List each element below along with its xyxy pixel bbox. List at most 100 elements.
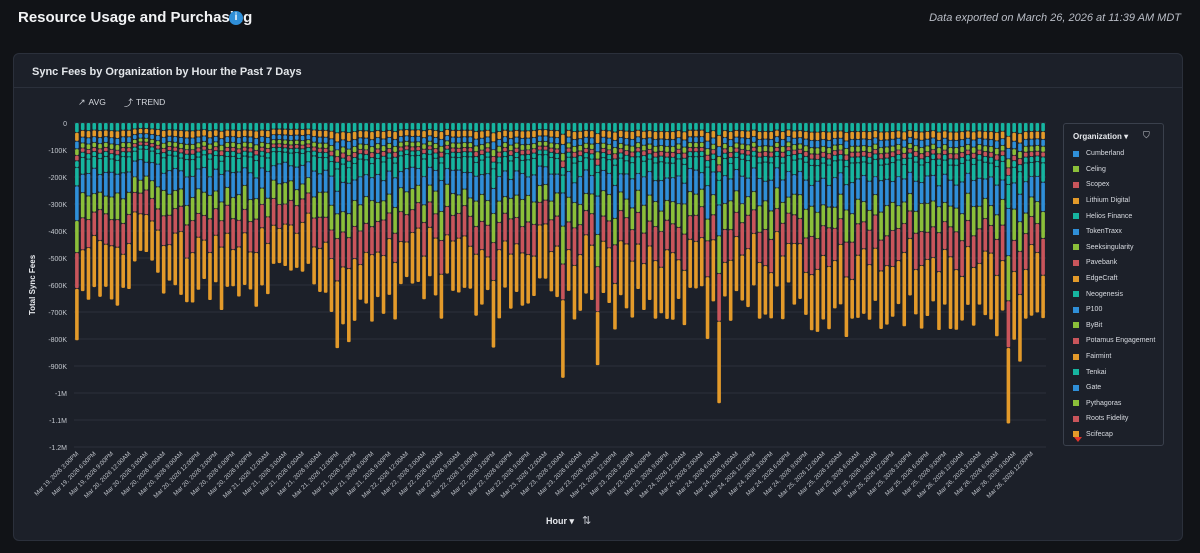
bar-segment xyxy=(856,199,860,224)
bar-segment xyxy=(809,274,814,331)
bar-segment xyxy=(364,138,368,145)
bar-segment xyxy=(850,157,854,163)
bar-segment xyxy=(613,165,617,186)
bar-segment xyxy=(636,152,640,157)
bar-segment xyxy=(248,157,253,173)
bar-segment xyxy=(260,156,264,168)
bar-segment xyxy=(115,247,120,306)
x-axis-field-dropdown[interactable]: Hour ▾ xyxy=(546,516,574,527)
bar-segment xyxy=(300,153,305,165)
legend-item[interactable]: TokenTraxx xyxy=(1073,224,1163,240)
bar-segment xyxy=(971,164,976,181)
bar-segment xyxy=(537,202,542,225)
bar-segment xyxy=(300,140,305,145)
bar-segment xyxy=(161,173,166,191)
bar-segment xyxy=(225,156,230,171)
bar-segment xyxy=(231,197,235,219)
filter-icon[interactable]: ⛉ xyxy=(1143,130,1150,140)
bar-segment xyxy=(977,160,982,178)
legend-item[interactable]: Pythagoras xyxy=(1073,396,1163,412)
legend-item[interactable]: Gate xyxy=(1073,380,1163,396)
bar-segment xyxy=(966,220,970,247)
bar-segment xyxy=(132,147,137,151)
legend-item[interactable]: Cumberland xyxy=(1073,146,1163,162)
legend-item[interactable]: P100 xyxy=(1073,302,1163,318)
bar-segment xyxy=(254,178,259,199)
bar-segment xyxy=(694,241,698,289)
bar-segment xyxy=(856,123,860,132)
legend-item[interactable]: Pavebank xyxy=(1073,255,1163,271)
bar-segment xyxy=(237,137,241,144)
legend-item[interactable]: ByBit xyxy=(1073,318,1163,334)
bar-segment xyxy=(555,149,559,153)
bar-segment xyxy=(971,267,976,326)
bar-segment xyxy=(861,201,866,222)
bar-segment xyxy=(780,223,785,256)
avg-button[interactable]: ↗ AVG xyxy=(78,94,106,110)
bar-segment xyxy=(1035,156,1040,162)
sort-icon[interactable]: ⇅ xyxy=(582,515,592,527)
bar-segment xyxy=(1006,159,1011,168)
info-icon[interactable]: i xyxy=(229,11,243,25)
bar-segment xyxy=(451,215,455,241)
bar-segment xyxy=(497,201,502,223)
bar-segment xyxy=(590,154,594,159)
legend-item[interactable]: Lithium Digital xyxy=(1073,193,1163,209)
bar-segment xyxy=(266,171,270,198)
legend-item[interactable]: Scifecap xyxy=(1073,427,1163,443)
bar-segment xyxy=(971,206,976,236)
legend-item[interactable]: Celing xyxy=(1073,162,1163,178)
bar-segment xyxy=(711,131,716,138)
bar-segment xyxy=(503,147,507,152)
bar-segment xyxy=(190,154,195,160)
bar-segment xyxy=(723,262,727,297)
legend-item[interactable]: Potamus Engagement xyxy=(1073,333,1163,349)
legend-item[interactable]: Roots Fidelity xyxy=(1073,411,1163,427)
bar-segment xyxy=(833,123,837,131)
legend-item[interactable]: Fairmint xyxy=(1073,349,1163,365)
legend-scroll-down-icon[interactable] xyxy=(1074,437,1082,442)
bar-segment xyxy=(711,172,716,195)
legend-item[interactable]: Scopex xyxy=(1073,177,1163,193)
legend-item[interactable]: Tenkai xyxy=(1073,364,1163,380)
bar-segment xyxy=(572,139,577,147)
bar-segment xyxy=(474,139,478,146)
bar-segment xyxy=(699,136,704,143)
trend-button[interactable]: ⤴ TREND xyxy=(124,94,165,110)
legend-item[interactable]: Neogenesis xyxy=(1073,286,1163,302)
bar-segment xyxy=(173,168,178,191)
legend-item[interactable]: EdgeCraft xyxy=(1073,271,1163,287)
bar-segment xyxy=(694,215,698,242)
bar-segment xyxy=(607,150,611,155)
bar-segment xyxy=(711,159,716,172)
bar-segment xyxy=(266,123,270,131)
bar-segment xyxy=(104,151,108,157)
bar-segment xyxy=(98,143,102,149)
bar-segment xyxy=(381,255,386,314)
bar-segment xyxy=(509,150,513,155)
legend-title[interactable]: Organization ▾ xyxy=(1073,132,1128,141)
legend-swatch xyxy=(1073,181,1079,188)
bar-segment xyxy=(642,177,646,205)
bar-segment xyxy=(161,148,166,153)
bar-segment xyxy=(856,179,860,199)
bar-segment xyxy=(526,195,530,222)
bar-segment xyxy=(462,156,467,173)
bar-segment xyxy=(393,146,397,152)
bar-segment xyxy=(213,130,218,136)
bar-segment xyxy=(387,130,392,138)
bar-segment xyxy=(526,254,530,304)
bar-segment xyxy=(948,140,953,148)
bar-segment xyxy=(115,155,120,160)
legend-item[interactable]: Seeksingularity xyxy=(1073,240,1163,256)
bar-segment xyxy=(838,194,843,219)
bar-segment xyxy=(468,198,473,216)
legend-item[interactable]: Helios Finance xyxy=(1073,208,1163,224)
bar-segment xyxy=(595,172,600,196)
bar-segment xyxy=(341,164,345,182)
bar-segment xyxy=(653,226,658,261)
bar-segment xyxy=(127,214,131,244)
bar-segment xyxy=(375,153,380,159)
bar-segment xyxy=(1029,162,1034,177)
bar-segment xyxy=(636,123,640,130)
